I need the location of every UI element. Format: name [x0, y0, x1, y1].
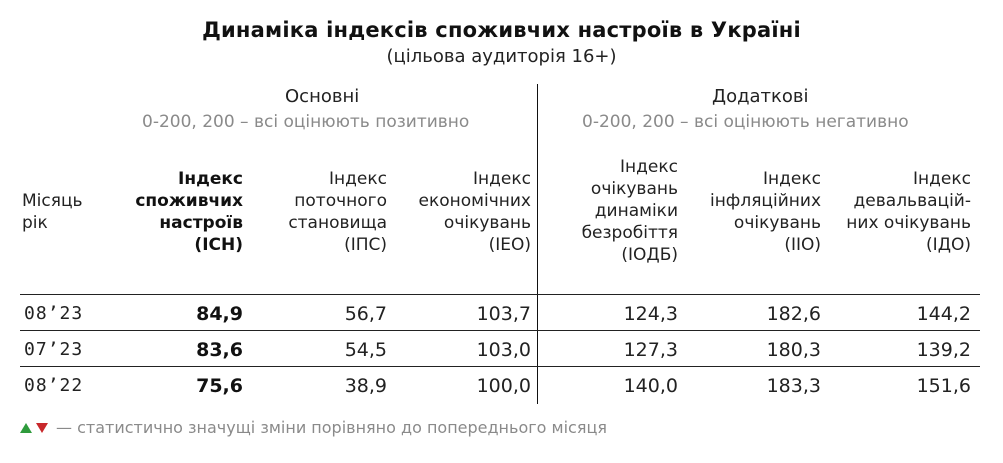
column-header-ido: Індекс девальвацій- них очікувань (ІДО): [846, 168, 971, 256]
column-header-line: (ІЕО): [488, 235, 531, 255]
cell-ieo: 103,0: [476, 339, 531, 361]
page-subtitle: (цільова аудиторія 16+): [386, 46, 617, 67]
column-header-line: Індекс: [913, 169, 971, 189]
column-header-ieo: Індекс економічних очікувань (ІЕО): [419, 168, 531, 256]
column-header-line: настроїв: [159, 213, 243, 233]
column-header-line: Індекс: [620, 157, 678, 177]
cell-ips: 54,5: [344, 339, 387, 361]
group-main-title: Основні: [285, 86, 360, 107]
group-main-range: 0-200, 200 – всі оцінюють позитивно: [142, 112, 470, 132]
group-extra-range: 0-200, 200 – всі оцінюють негативно: [582, 112, 909, 132]
cell-iio: 180,3: [766, 339, 821, 361]
column-header-line: Місяць: [22, 191, 83, 211]
column-header-iio: Індекс інфляційних очікувань (ІІО): [710, 168, 821, 256]
cell-month: 08’22: [24, 375, 84, 396]
column-header-line: очікувань: [590, 179, 678, 199]
column-header-line: Індекс: [473, 169, 531, 189]
cell-ido: 151,6: [916, 375, 971, 397]
cell-ieo: 100,0: [476, 375, 531, 397]
cell-isn: 83,6: [196, 339, 243, 361]
cell-isn: 75,6: [196, 375, 243, 397]
column-header-line: поточного: [294, 191, 387, 211]
cell-isn: 84,9: [196, 303, 243, 325]
triangle-up-icon: [20, 422, 32, 433]
legend: — статистично значущі зміни порівняно до…: [20, 418, 607, 437]
cell-ips: 56,7: [344, 303, 387, 325]
column-header-line: Індекс: [763, 169, 821, 189]
column-header-isn: Індекс споживчих настроїв (ІСН): [135, 168, 243, 256]
column-header-line: споживчих: [135, 191, 243, 211]
table-row: 08’23 84,9 56,7 103,7 124,3 182,6 144,2: [0, 296, 1003, 332]
cell-ips: 38,9: [344, 375, 387, 397]
column-header-iodb: Індекс очікувань динаміки безробіття (ІО…: [582, 156, 678, 266]
group-divider: [537, 84, 538, 404]
table-row: 07’23 83,6 54,5 103,0 127,3 180,3 139,2: [0, 332, 1003, 368]
column-header-ips: Індекс поточного становища (ІПС): [288, 168, 387, 256]
page-title: Динаміка індексів споживчих настроїв в У…: [202, 18, 801, 42]
cell-month: 07’23: [24, 339, 84, 360]
column-header-month: Місяць рік: [22, 190, 83, 234]
column-header-line: безробіття: [581, 223, 678, 243]
column-header-line: девальвацій-: [853, 191, 971, 211]
table-rule: [20, 366, 980, 367]
column-header-line: Індекс: [329, 169, 387, 189]
cell-ido: 139,2: [916, 339, 971, 361]
cell-ido: 144,2: [916, 303, 971, 325]
cell-iodb: 140,0: [623, 375, 678, 397]
cell-iodb: 127,3: [623, 339, 678, 361]
cell-iio: 182,6: [766, 303, 821, 325]
column-header-line: очікувань: [443, 213, 531, 233]
column-header-line: них очікувань: [846, 213, 971, 233]
column-header-line: динаміки: [594, 201, 678, 221]
column-header-line: (ІСН): [194, 235, 243, 255]
column-header-line: очікувань: [733, 213, 821, 233]
cell-iodb: 124,3: [623, 303, 678, 325]
column-header-line: економічних: [418, 191, 531, 211]
triangle-down-icon: [36, 422, 48, 433]
column-header-line: інфляційних: [709, 191, 821, 211]
column-header-line: становища: [288, 213, 387, 233]
column-header-line: Індекс: [178, 169, 243, 189]
column-header-line: рік: [22, 213, 48, 233]
table-rule: [20, 330, 980, 331]
column-header-line: (ІОДБ): [621, 245, 678, 265]
column-header-line: (ІДО): [926, 235, 971, 255]
group-extra-title: Додаткові: [712, 86, 809, 107]
table-rule: [20, 294, 980, 295]
column-header-line: (ІПС): [344, 235, 387, 255]
column-header-line: (ІІО): [784, 235, 821, 255]
legend-text: — статистично значущі зміни порівняно до…: [56, 418, 607, 437]
cell-ieo: 103,7: [476, 303, 531, 325]
cell-month: 08’23: [24, 303, 84, 324]
table-row: 08’22 75,6 38,9 100,0 140,0 183,3 151,6: [0, 368, 1003, 404]
cell-iio: 183,3: [766, 375, 821, 397]
